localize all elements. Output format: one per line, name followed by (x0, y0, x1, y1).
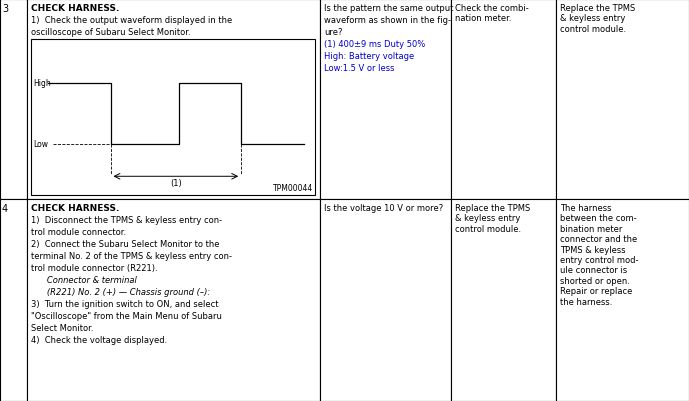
Text: Select Monitor.: Select Monitor. (31, 323, 94, 332)
Bar (0, 0, 27, 200)
Bar (31, 40, 315, 196)
Bar (320, 0, 451, 200)
Text: Replace the TPMS
& keyless entry
control module.: Replace the TPMS & keyless entry control… (560, 4, 635, 34)
Bar (451, 0, 556, 200)
Text: waveform as shown in the fig-: waveform as shown in the fig- (324, 16, 451, 25)
Bar (451, 200, 556, 401)
Bar (0, 200, 27, 401)
Text: The harness
between the com-
bination meter
connector and the
TPMS & keyless
ent: The harness between the com- bination me… (560, 203, 639, 306)
Bar (27, 0, 320, 200)
Text: 2)  Connect the Subaru Select Monitor to the: 2) Connect the Subaru Select Monitor to … (31, 239, 220, 248)
Text: ure?: ure? (324, 28, 342, 37)
Text: CHECK HARNESS.: CHECK HARNESS. (31, 4, 119, 13)
Text: 3)  Turn the ignition switch to ON, and select: 3) Turn the ignition switch to ON, and s… (31, 299, 218, 308)
Text: High: Battery voltage: High: Battery voltage (324, 52, 414, 61)
Bar (320, 200, 451, 401)
Text: 3: 3 (2, 4, 8, 14)
Text: 4: 4 (2, 203, 8, 213)
Text: Is the voltage 10 V or more?: Is the voltage 10 V or more? (324, 203, 443, 213)
Text: oscilloscope of Subaru Select Monitor.: oscilloscope of Subaru Select Monitor. (31, 28, 191, 37)
Bar (556, 0, 689, 200)
Text: 1)  Disconnect the TPMS & keyless entry con-: 1) Disconnect the TPMS & keyless entry c… (31, 215, 222, 225)
Text: CHECK HARNESS.: CHECK HARNESS. (31, 203, 119, 213)
Text: "Oscilloscope" from the Main Menu of Subaru: "Oscilloscope" from the Main Menu of Sub… (31, 311, 222, 320)
Text: Is the pattern the same output: Is the pattern the same output (324, 4, 453, 13)
Text: 1)  Check the output waveform displayed in the: 1) Check the output waveform displayed i… (31, 16, 232, 25)
Text: Check the combi-
nation meter.: Check the combi- nation meter. (455, 4, 528, 23)
Text: Low: Low (33, 140, 48, 149)
Text: High: High (33, 79, 51, 88)
Text: trol module connector.: trol module connector. (31, 227, 126, 237)
Text: 4)  Check the voltage displayed.: 4) Check the voltage displayed. (31, 335, 167, 344)
Bar (27, 200, 320, 401)
Text: TPM00044: TPM00044 (273, 184, 313, 192)
Bar (556, 200, 689, 401)
Text: terminal No. 2 of the TPMS & keyless entry con-: terminal No. 2 of the TPMS & keyless ent… (31, 251, 232, 260)
Text: Low:1.5 V or less: Low:1.5 V or less (324, 64, 395, 73)
Text: (1) 400±9 ms Duty 50%: (1) 400±9 ms Duty 50% (324, 40, 425, 49)
Text: (1): (1) (170, 179, 182, 188)
Text: (R221) No. 2 (+) — Chassis ground (–):: (R221) No. 2 (+) — Chassis ground (–): (39, 287, 210, 296)
Text: Connector & terminal: Connector & terminal (39, 275, 137, 284)
Text: trol module connector (R221).: trol module connector (R221). (31, 263, 158, 272)
Text: Replace the TPMS
& keyless entry
control module.: Replace the TPMS & keyless entry control… (455, 203, 531, 233)
